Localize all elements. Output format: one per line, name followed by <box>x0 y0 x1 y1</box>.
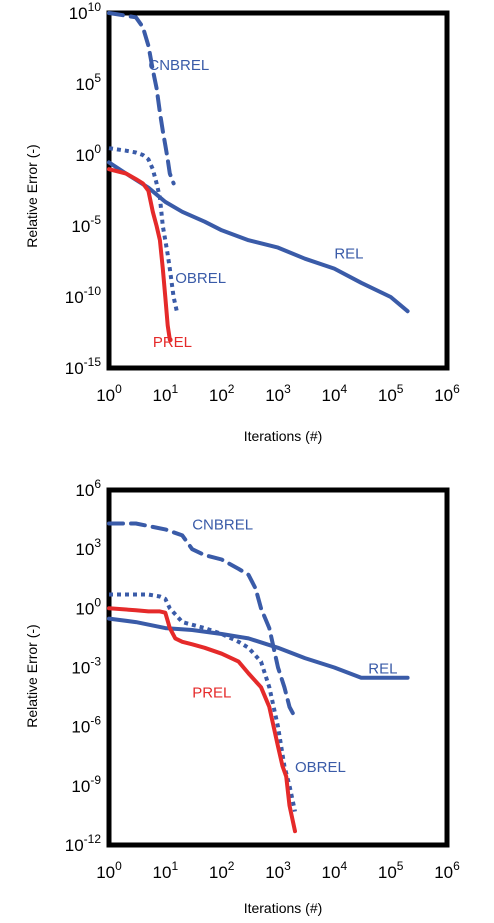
y-tick-label: 100 <box>75 142 101 165</box>
x-tick-layer: 100 101 102 103 104 105 106 <box>96 859 460 882</box>
series-line-rel <box>107 160 410 314</box>
series-line-obrel <box>108 146 179 312</box>
y-tick-layer: 1010 105 100 10-5 10-10 10-15 <box>65 0 102 378</box>
plot-frame <box>106 487 450 848</box>
series-label-layer: CNBREL REL PREL OBREL <box>192 516 397 776</box>
series-line-cnbrel <box>107 521 297 720</box>
series-label-prel: PREL <box>192 685 231 702</box>
y-tick-label: 10-3 <box>71 655 101 678</box>
series-label-cnbrel: CNBREL <box>192 516 253 533</box>
y-tick-label: 105 <box>75 71 101 94</box>
series-layer <box>107 521 410 834</box>
y-axis-title: Relative Error (-) <box>24 144 40 247</box>
y-tick-label: 1010 <box>69 0 102 23</box>
x-tick-label: 105 <box>378 859 404 882</box>
series-label-cnbrel: CNBREL <box>148 57 209 74</box>
y-tick-label: 10-6 <box>71 714 101 737</box>
y-tick-label: 10-12 <box>65 832 102 855</box>
x-tick-label: 102 <box>209 382 235 405</box>
series-label-obrel: OBREL <box>295 759 346 776</box>
x-tick-label: 103 <box>265 382 291 405</box>
x-axis-title: Iterations (#) <box>244 428 323 444</box>
y-tick-label: 10-9 <box>71 773 101 796</box>
x-tick-label: 101 <box>153 382 179 405</box>
x-tick-label: 104 <box>322 382 348 405</box>
series-line-prel <box>107 606 297 834</box>
x-tick-label: 105 <box>378 382 404 405</box>
series-layer <box>107 11 410 342</box>
series-label-obrel: OBREL <box>175 270 226 287</box>
series-line-cnbrel <box>107 11 176 186</box>
plot-frame <box>106 10 450 371</box>
y-tick-label: 10-10 <box>65 284 102 307</box>
series-label-prel: PREL <box>153 334 192 351</box>
x-tick-label: 101 <box>153 859 179 882</box>
x-tick-label: 102 <box>209 859 235 882</box>
series-label-rel: REL <box>334 246 363 263</box>
series-line-rel <box>107 616 410 680</box>
chart-top: 100 101 102 103 104 105 106 1010 105 100 10-5 10-1… <box>24 0 460 444</box>
x-tick-label: 100 <box>96 382 122 405</box>
y-tick-label: 10-15 <box>65 355 102 378</box>
series-label-layer: CNBREL REL OBREL PREL <box>148 57 363 351</box>
y-tick-label: 100 <box>75 595 101 618</box>
x-tick-label: 106 <box>434 859 460 882</box>
y-tick-label: 103 <box>75 536 101 559</box>
y-tick-layer: 106 103 100 10-3 10-6 10-9 10-12 <box>65 477 102 855</box>
series-line-obrel <box>109 592 297 812</box>
x-tick-label: 100 <box>96 859 122 882</box>
y-tick-label: 10-5 <box>71 213 101 236</box>
x-tick-label: 104 <box>322 859 348 882</box>
y-tick-label: 106 <box>75 477 101 500</box>
x-axis-title: Iterations (#) <box>244 900 323 916</box>
x-tick-layer: 100 101 102 103 104 105 106 <box>96 382 460 405</box>
chart-bottom: 100 101 102 103 104 105 106 10610310010-310-61… <box>24 477 460 916</box>
series-line-prel <box>107 167 172 342</box>
y-axis-title: Relative Error (-) <box>24 624 40 727</box>
x-tick-label: 106 <box>434 382 460 405</box>
series-label-rel: REL <box>368 660 397 677</box>
x-tick-label: 103 <box>265 859 291 882</box>
